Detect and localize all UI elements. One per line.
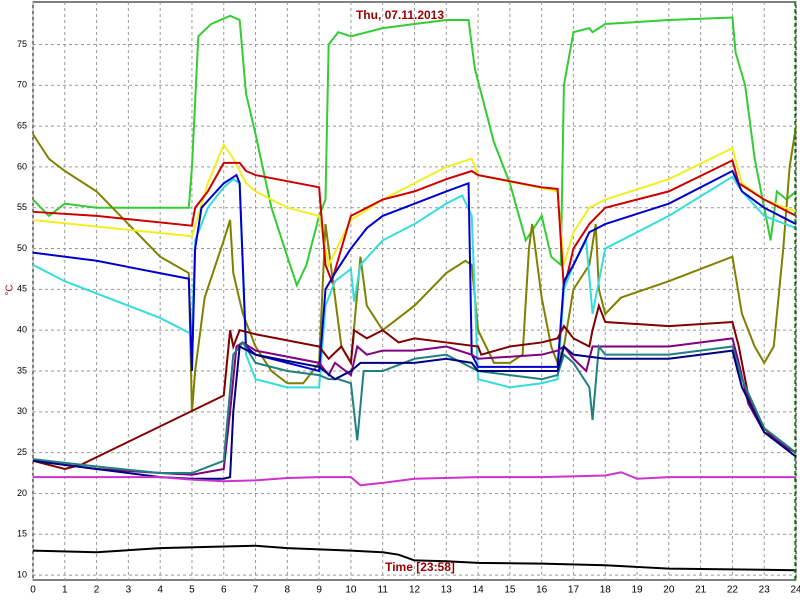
series-line [33, 471, 796, 487]
x-tick-label: 4 [157, 585, 163, 596]
y-tick-label: 35 [17, 365, 27, 375]
lines [32, 14, 797, 572]
x-tick-label: 9 [316, 585, 322, 596]
series-line [32, 337, 797, 476]
x-tick-label: 22 [727, 585, 739, 596]
series-line [32, 344, 797, 480]
x-tick-label: 5 [189, 585, 195, 596]
y-tick-label: 30 [17, 406, 27, 416]
y-tick-label: 65 [17, 120, 27, 130]
y-tick-label: 20 [17, 488, 27, 498]
y-tick-label: 50 [17, 243, 27, 253]
y-tick-label: 15 [17, 529, 27, 539]
grid [32, 2, 797, 580]
x-tick-label: 21 [695, 585, 707, 596]
y-tick-label: 70 [17, 80, 27, 90]
series-line [32, 302, 797, 471]
y-tick-label: 25 [17, 447, 27, 457]
x-tick-label: 14 [473, 585, 485, 596]
series-line [32, 340, 797, 475]
x-tick-label: 19 [631, 585, 643, 596]
x-tick-label: 11 [378, 585, 389, 596]
x-tick-label: 6 [221, 585, 227, 596]
x-tick-label: 3 [126, 585, 132, 596]
x-tick-label: 13 [441, 585, 453, 596]
series-line [32, 175, 797, 389]
x-tick-label: 20 [663, 585, 675, 596]
series-line [32, 125, 797, 412]
chart-title: Thu, 07.11.2013 [356, 8, 444, 22]
x-tick-label: 12 [409, 585, 421, 596]
y-tick-label: 60 [17, 161, 27, 171]
x-tick-label: 10 [345, 585, 357, 596]
x-tick-label: 16 [536, 585, 548, 596]
series-line [32, 169, 797, 373]
x-tick-label: 23 [759, 585, 771, 596]
y-tick-label: 10 [17, 569, 27, 579]
x-tick-label: 24 [790, 585, 800, 596]
y-tick-label: 75 [17, 39, 27, 49]
x-axis-label: Time [23:58] [385, 560, 455, 574]
y-tick-label: 45 [17, 284, 27, 294]
x-tick-label: 17 [568, 585, 580, 596]
x-tick-label: 15 [504, 585, 516, 596]
y-tick-label: 55 [17, 202, 27, 212]
series-line [32, 544, 797, 572]
y-axis-label: °C [5, 284, 16, 295]
x-tick-label: 1 [62, 585, 68, 596]
x-tick-label: 0 [30, 585, 36, 596]
y-tick-label: 40 [17, 325, 27, 335]
x-tick-label: 18 [600, 585, 612, 596]
x-tick-label: 8 [285, 585, 291, 596]
series-line [32, 14, 797, 288]
x-tick-label: 7 [253, 585, 259, 596]
series-line [32, 158, 797, 290]
x-tick-label: 2 [94, 585, 100, 596]
